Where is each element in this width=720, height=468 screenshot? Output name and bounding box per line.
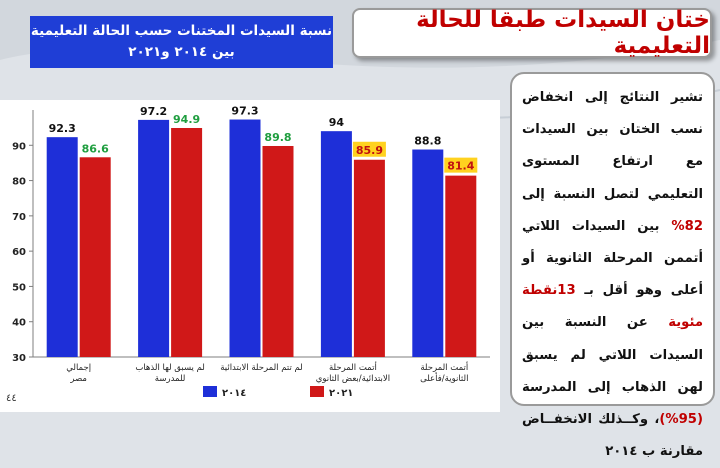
value-label-2014: 97.2 — [140, 105, 167, 118]
bar-2021 — [171, 127, 203, 357]
value-label-2021-background — [444, 157, 478, 173]
chart-subtitle-line1: نسبة السيدات المختنات حسب الحالة التعليم… — [30, 23, 333, 39]
legend-label-2014: ٢٠١٤ — [222, 388, 246, 399]
value-label-2021: 85.9 — [356, 144, 383, 157]
y-tick-label: 30 — [12, 353, 26, 364]
chart-subtitle-line2: بين ٢٠١٤ و٢٠٢١ — [128, 44, 235, 60]
chart-panel: 30 40 50 60 70 80 90 92.3 86.6 إجمالي مصر 97.2 94.9 ل… — [0, 100, 500, 412]
page-title: ختان السيدات طبقا للحالة التعليمية — [416, 7, 710, 59]
bar-2014 — [46, 137, 78, 357]
findings-paragraph: تشير النتائج إلى انخفاض نسب الختان بين ا… — [522, 82, 703, 468]
value-label-2021: 81.4 — [447, 160, 474, 173]
category-label: الابتدائية/بعض الثانوي — [316, 374, 390, 384]
findings-text-1: تشير النتائج إلى انخفاض نسب الختان بين ا… — [522, 90, 703, 202]
legend-label-2021: ٢٠٢١ — [329, 388, 353, 399]
bar-2014 — [320, 131, 352, 357]
bar-2021 — [353, 159, 385, 357]
y-tick-label: 60 — [12, 247, 26, 258]
category-label: إجمالي — [66, 363, 91, 373]
page-number: ٤٤ — [6, 393, 17, 404]
y-tick-label: 70 — [12, 212, 26, 223]
value-label-2021: 86.6 — [82, 142, 109, 155]
title-banner: ختان السيدات طبقا للحالة التعليمية — [352, 7, 712, 59]
chart-subtitle-box: نسبة السيدات المختنات حسب الحالة التعليم… — [30, 16, 333, 68]
value-label-2014: 88.8 — [414, 135, 441, 148]
highlight-percent-82: 82% — [671, 218, 703, 234]
bar-2014 — [412, 149, 444, 357]
findings-text-panel: تشير النتائج إلى انخفاض نسب الختان بين ا… — [510, 72, 715, 459]
highlight-percentage-points: نقطة مئوية — [522, 283, 703, 331]
y-tick-label: 80 — [12, 177, 26, 188]
value-label-2014: 92.3 — [49, 122, 76, 135]
value-label-2014: 97.3 — [231, 105, 258, 118]
category-label: للمدرسة — [155, 374, 186, 384]
findings-text-2: بين السيدات اللاتي أتممن المرحلة الثانوي… — [522, 218, 703, 299]
findings-text-3: عن النسبة بين السيدات اللاتي لم يسبق لهن… — [522, 315, 703, 395]
category-label: لم يسبق لها الذهاب — [135, 363, 205, 373]
category-label: مصر — [69, 374, 87, 384]
category-label: أتمت المرحلة — [420, 361, 468, 373]
bar-2021 — [262, 145, 294, 357]
bar-2021 — [79, 157, 111, 357]
value-label-2021: 94.9 — [173, 113, 200, 126]
y-tick-label: 90 — [12, 141, 26, 152]
category-label: لم تتم المرحلة الابتدائية — [220, 363, 303, 373]
value-label-2021-background — [352, 141, 386, 157]
legend-swatch-2014 — [203, 386, 217, 397]
y-tick-label: 50 — [12, 282, 26, 293]
legend-swatch-2021 — [310, 386, 324, 397]
value-label-2014: 94 — [329, 116, 345, 129]
bar-2021 — [445, 175, 477, 357]
category-label: الثانوية/فأعلى — [420, 372, 468, 384]
category-label: أتمت المرحلة — [329, 361, 377, 373]
y-tick-label: 40 — [12, 318, 26, 329]
bar-2014 — [138, 119, 170, 357]
highlight-number-13: 13 — [557, 283, 576, 299]
highlight-percent-95: (95%) — [659, 412, 703, 428]
bar-2014 — [229, 119, 261, 357]
value-label-2021: 89.8 — [264, 131, 291, 144]
